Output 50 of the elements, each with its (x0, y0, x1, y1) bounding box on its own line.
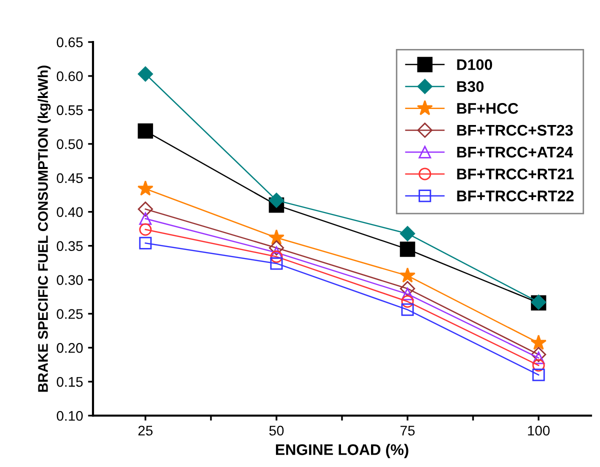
point (401, 295, 414, 308)
point (268, 192, 284, 208)
point (400, 242, 416, 257)
legend-label: BF+TRCC+RT22 (457, 190, 574, 202)
point (268, 240, 284, 256)
y-tick-label: 0.50 (56, 139, 83, 150)
point (400, 281, 416, 296)
point (137, 180, 154, 196)
point (268, 229, 284, 245)
y-tick-label: 0.45 (56, 173, 83, 184)
x-tick-label: 50 (269, 426, 284, 436)
legend-label: BF+TRCC+RT21 (457, 168, 574, 180)
y-tick-label: 0.35 (56, 241, 83, 251)
x-tick-label: 25 (138, 426, 153, 436)
y-tick-label: 0.30 (56, 275, 83, 285)
point (138, 202, 153, 217)
point (139, 212, 152, 225)
point (401, 288, 414, 300)
point (532, 359, 545, 372)
legend-label: D100 (457, 59, 492, 70)
point (138, 123, 154, 139)
legend-label: BF+HCC (457, 103, 518, 114)
y-tick-label: 0.25 (56, 309, 83, 319)
point (138, 66, 153, 82)
y-axis-title: BRAKE SPECIFIC FUEL CONSUMPTION (kg/kWh) (38, 66, 51, 392)
y-tick-label: 0.40 (56, 207, 83, 218)
point (139, 223, 152, 236)
x-tick-label: 75 (400, 426, 415, 436)
point (400, 267, 416, 283)
point (270, 246, 283, 259)
point (532, 368, 545, 382)
point (270, 250, 283, 263)
point (270, 257, 283, 270)
point (401, 303, 414, 316)
point (532, 352, 545, 364)
point (531, 346, 546, 362)
legend-label: BF+TRCC+ST23 (457, 124, 573, 136)
y-tick-label: 0.10 (56, 410, 83, 421)
point (530, 334, 547, 350)
point (139, 236, 152, 250)
y-tick-label: 0.65 (56, 37, 83, 48)
y-tick-label: 0.15 (56, 377, 83, 387)
y-tick-label: 0.55 (56, 105, 83, 116)
y-tick-label: 0.60 (56, 71, 83, 82)
x-tick-label: 100 (528, 426, 550, 436)
legend-label: B30 (457, 81, 484, 92)
legend-label: BF+TRCC+AT24 (457, 146, 573, 158)
x-axis-title: ENGINE LOAD (%) (276, 444, 408, 458)
point (400, 226, 416, 242)
y-tick-label: 0.20 (56, 343, 83, 353)
